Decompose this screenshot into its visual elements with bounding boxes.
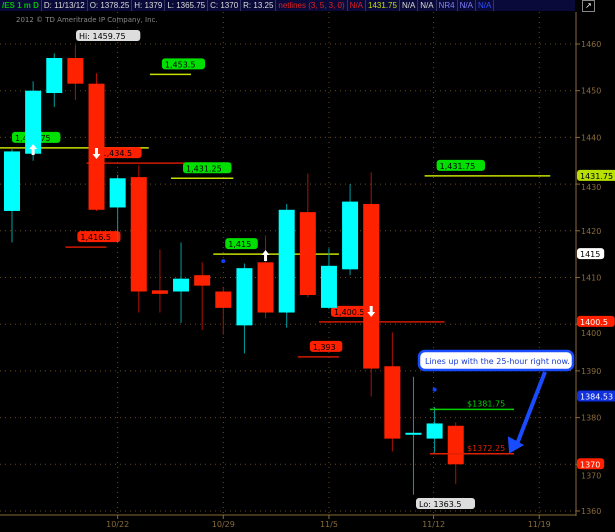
candle-body [384,366,401,439]
candle-body [320,265,337,308]
candle-body [46,58,63,94]
level-label: 1,431.25 [186,164,222,173]
level-label-bg [436,159,485,171]
candle-body [88,83,105,210]
header-open: O: 1378.25 [88,0,133,11]
symbol[interactable]: /ES 1 m D [0,0,42,11]
lo-label-bg [416,498,475,509]
header-na-5: N/A [476,0,495,11]
axis-price-tag-bg [577,458,605,470]
hi-label-bg [76,30,141,41]
header-na-2: N/A [400,0,419,11]
header-nr4: NR4 [437,0,458,11]
candle-body [236,268,253,326]
callout-box [417,349,575,372]
candle-body [194,275,211,286]
axis-price-tag-bg [577,169,615,181]
header-date: D: 11/13/12 [42,0,88,11]
callout-arrow [515,371,547,445]
candle-body [130,177,147,292]
candle-body [363,203,380,369]
level-label: 1,434.5 [102,149,133,158]
y-tick-label: 1430 [581,183,601,192]
candle-body [257,262,274,313]
level-label-bg [161,58,206,70]
header-na-3: N/A [418,0,437,11]
axis-price-tag-bg [577,248,605,260]
x-tick-label: 10/22 [106,520,129,529]
candle-body [67,58,84,84]
header-study[interactable]: netlines (3, 5, 3, 0) [276,0,348,11]
level-label: 1,416.5 [80,233,111,242]
x-tick-label: 10/29 [212,520,235,529]
arrow-down-icon [367,306,376,317]
candle-body [278,209,295,313]
level-label-bg [77,231,121,243]
candle-body [342,201,359,270]
candle-body [4,151,20,211]
y-tick-label: 1440 [581,133,601,142]
candle-body [25,90,42,154]
axis-price-tag: 1370 [580,460,600,469]
level-label-bg [309,340,343,352]
axis-price-tag: 1431.75 [580,172,613,181]
level-label: 1,415 [228,240,251,249]
header-low: L: 1365.75 [165,0,209,11]
y-tick-label: 1390 [581,367,601,376]
axis-price-tag: 1415 [580,250,600,259]
y-tick-label: 1380 [581,414,601,423]
header-value: 1431.75 [366,0,400,11]
y-tick-label: 1460 [581,40,601,49]
axis-price-tag-bg [577,315,615,327]
header-na-1: N/A [348,0,367,11]
copyright: 2012 © TD Ameritrade IP Company, Inc. [16,16,158,24]
callout-arrow-head-icon [507,436,525,454]
level-label: 1,393 [313,343,336,352]
x-tick-label: 11/19 [528,520,551,529]
chart-header: /ES 1 m D D: 11/13/12 O: 1378.25 H: 1379… [0,0,575,11]
level-label: 1,431.75 [440,162,476,171]
header-close: C: 1370 [208,0,242,11]
signal-dot [432,387,437,392]
price-line-label: $1372.25 [467,444,505,453]
axis-price-tag: 1400.5 [580,318,608,327]
chart-style-icon: ↗ [582,0,595,12]
level-label-bg [183,162,232,174]
candle-body [151,290,168,294]
header-na-4: N/A [458,0,476,11]
y-tick-label: 1410 [581,274,601,283]
arrow-down-icon [92,148,101,159]
price-line-label: $1381.75 [467,399,505,408]
level-label: 1,400.5 [334,308,365,317]
y-tick-label: 1370 [581,471,601,480]
chart-style-button[interactable]: ↗ [576,0,615,13]
candle-body [426,423,443,439]
callout-text: Lines up with the 25-hour right now. [425,357,570,366]
level-label-bg [98,147,142,159]
lo-label: Lo: 1363.5 [419,500,461,509]
level-label: 1,453.5 [165,60,196,69]
arrow-up-icon [29,144,38,155]
x-tick-label: 11/5 [320,520,338,529]
hi-label: Hi: 1459.75 [79,32,126,41]
header-range: R: 13.25 [241,0,277,11]
arrow-up-icon [261,250,270,261]
candle-body [215,291,232,308]
x-tick-label: 11/12 [422,520,445,529]
candle-body [299,212,316,296]
y-tick-label: 1360 [581,507,601,516]
candle-body [173,278,190,292]
header-high: H: 1379 [132,0,166,11]
axis-price-tag-bg [577,390,615,402]
y-tick-label: 1400 [581,329,601,338]
candle-body [109,178,126,208]
candle-body [447,425,464,465]
level-label-bg [225,238,258,250]
y-tick-label: 1420 [581,227,601,236]
signal-dot [221,259,226,264]
axis-price-tag: 1384.53 [580,392,613,401]
candle-body [405,432,422,435]
y-tick-label: 1450 [581,87,601,96]
